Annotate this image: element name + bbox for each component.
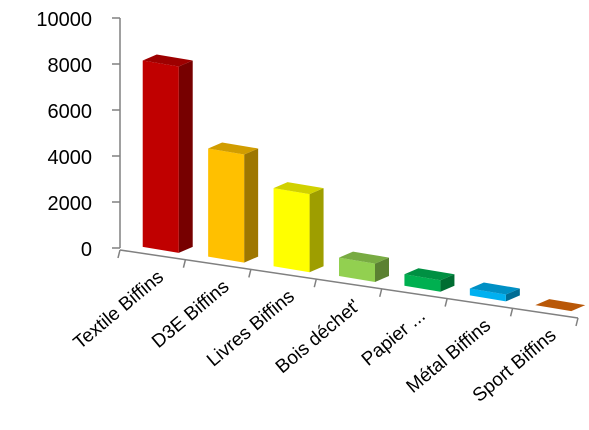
bar [404, 268, 455, 292]
bar-front-face [404, 274, 441, 292]
bar-side-face [440, 274, 455, 292]
y-tick-label: 0 [81, 239, 92, 261]
x-tick-mark [509, 308, 514, 317]
x-tick-mark [182, 259, 187, 268]
y-tick-label: 6000 [48, 101, 93, 123]
x-tick-mark [444, 298, 448, 307]
x-tick-mark [248, 269, 252, 278]
bar-top-face [273, 182, 324, 195]
chart-bars [142, 54, 586, 312]
y-tick-label: 8000 [48, 55, 93, 77]
y-tick-label: 2000 [48, 193, 93, 215]
bar [142, 54, 193, 253]
bar-side-face [375, 257, 389, 282]
chart-axes [112, 17, 579, 327]
bar-top-face [535, 299, 586, 312]
bar-top-face [469, 282, 520, 295]
y-tick-labels: 0 2000 4000 6000 8000 10000 [36, 9, 92, 261]
bar-front-face [339, 257, 375, 282]
bar-top-face [339, 251, 389, 264]
bar [469, 282, 520, 302]
bar-side-face [309, 188, 324, 273]
bar-front-face [208, 148, 245, 263]
x-tick-mark [378, 288, 383, 298]
bar-front-face [469, 288, 506, 302]
bar [535, 299, 586, 312]
y-tick-label: 10000 [36, 9, 92, 31]
bar-side-face [178, 60, 193, 253]
bar-side-face [244, 148, 259, 263]
bar-side-face [505, 288, 520, 302]
x-tick-mark [117, 249, 121, 259]
bar-front-face [273, 188, 310, 273]
x-tick-mark [575, 317, 579, 327]
x-tick-mark [313, 278, 318, 288]
x-category-label: Papier ... [358, 305, 430, 370]
bar [273, 182, 324, 273]
bar [339, 251, 389, 282]
bar-top-face [404, 268, 455, 281]
bar [208, 142, 259, 263]
bar-top-face [208, 142, 259, 155]
y-tick-label: 4000 [48, 147, 93, 169]
x-axis-line [119, 249, 579, 319]
bar-front-face [142, 60, 179, 253]
bar-top-face [142, 54, 193, 67]
